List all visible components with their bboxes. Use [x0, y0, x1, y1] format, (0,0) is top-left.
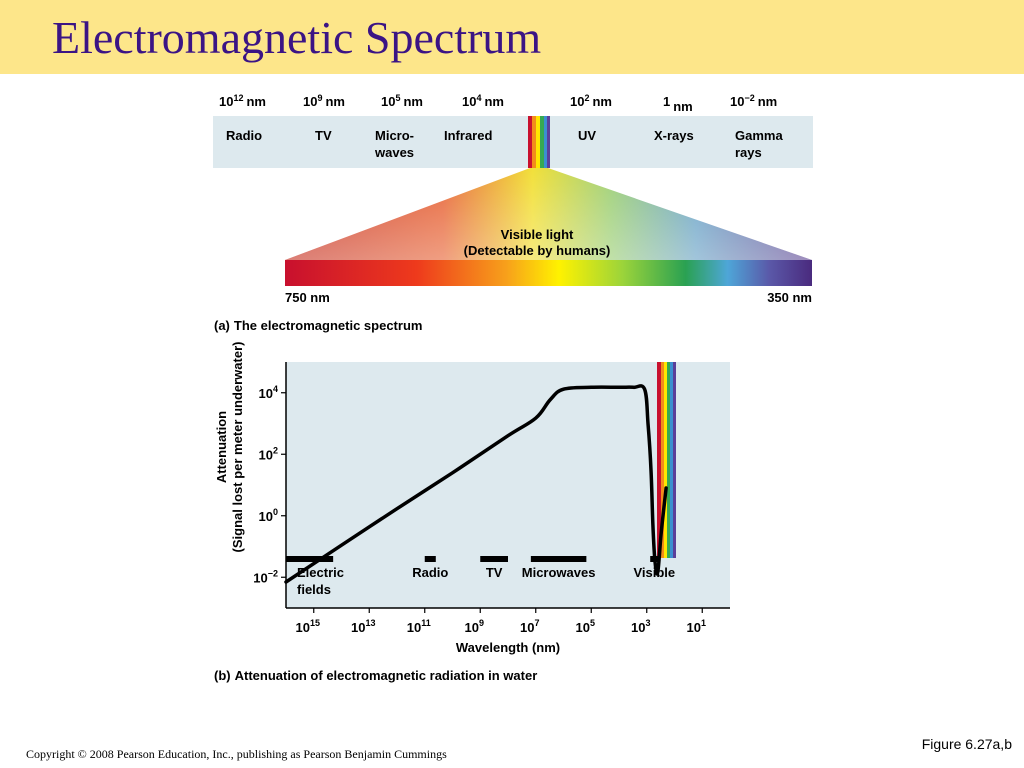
slide-title: Electromagnetic Spectrum — [52, 12, 542, 63]
y-tick-label: 104 — [259, 384, 278, 401]
y-tick-label: 102 — [259, 445, 278, 462]
band-bar — [480, 556, 508, 562]
y-tick-label: 10−2 — [253, 568, 278, 585]
visible-light-title: Visible light — [501, 227, 574, 242]
band-label: fields — [297, 582, 331, 597]
chart-ticks: 1015 1013 1011 109 107 105 103 101 104 102 100 10−2 — [253, 384, 706, 635]
y-axis-title: Attenuation(Signal lost per meter underw… — [214, 342, 245, 553]
title-bar — [0, 0, 1024, 74]
x-tick-label: 105 — [576, 618, 595, 635]
x-axis-title: Wavelength (nm) — [456, 640, 560, 655]
band-bar — [530, 556, 587, 562]
visible-left-wavelength: 750 nm — [285, 290, 330, 305]
spectrum-band-panel — [213, 116, 813, 168]
band-label: Microwaves — [522, 565, 596, 580]
x-tick-label: 1011 — [407, 618, 431, 635]
band-label-tv: TV — [315, 128, 332, 143]
x-tick-label: 1013 — [351, 618, 375, 635]
visible-spectrum-bar — [285, 260, 812, 286]
band-bar — [286, 556, 334, 562]
visible-light-subtitle: (Detectable by humans) — [464, 243, 611, 258]
band-label: Electric — [297, 565, 344, 580]
attenuation-line — [284, 384, 668, 584]
chart-series — [284, 384, 668, 584]
band-label-gamma-2: rays — [735, 145, 762, 160]
x-tick-label: 101 — [687, 618, 706, 635]
x-tick-label: 107 — [520, 618, 539, 635]
wavelength-label: 1012 nm — [219, 93, 266, 109]
wavelength-label: 109 nm — [303, 93, 345, 109]
visible-strip-small — [528, 116, 550, 168]
band-label-xrays: X-rays — [654, 128, 694, 143]
wavelength-label: 104 nm — [462, 93, 504, 109]
wavelength-label: 1 nm — [663, 94, 693, 114]
spectrum-wavelength-labels: 1012 nm 109 nm 105 nm 104 nm 102 nm 1 nm 10−2 n… — [219, 93, 777, 114]
spectrum-band-labels: Radio TV Micro- waves Infrared UV X-rays… — [226, 128, 783, 160]
visible-right-wavelength: 350 nm — [767, 290, 812, 305]
spectrum-figure: 1012 nm 109 nm 105 nm 104 nm 102 nm 1 nm 10−2 n… — [213, 93, 813, 683]
wavelength-label: 102 nm — [570, 93, 612, 109]
band-bar — [424, 556, 436, 562]
band-label: TV — [486, 565, 503, 580]
band-label-microwaves: Micro- — [375, 128, 414, 143]
x-tick-label: 103 — [631, 618, 650, 635]
caption-b: (b) Attenuation of electromagnetic radiat… — [214, 668, 537, 683]
band-label-radio: Radio — [226, 128, 262, 143]
band-label-infrared: Infrared — [444, 128, 492, 143]
x-tick-label: 109 — [465, 618, 484, 635]
visible-strip-chart — [657, 362, 676, 558]
copyright-notice: Copyright © 2008 Pearson Education, Inc.… — [26, 747, 447, 761]
y-tick-label: 100 — [259, 507, 278, 524]
band-label-uv: UV — [578, 128, 596, 143]
band-label: Radio — [412, 565, 448, 580]
figure-label: Figure 6.27a,b — [921, 736, 1012, 752]
band-label: Visible — [633, 565, 675, 580]
chart-bands: Electric fields Radio TV Microwaves Visible — [286, 556, 675, 597]
wavelength-label: 10−2 nm — [730, 93, 777, 109]
wavelength-label: 105 nm — [381, 93, 423, 109]
band-label-microwaves-2: waves — [374, 145, 414, 160]
band-label-gamma: Gamma — [735, 128, 783, 143]
caption-a: (a) The electromagnetic spectrum — [214, 318, 422, 333]
x-tick-label: 1015 — [296, 618, 320, 635]
